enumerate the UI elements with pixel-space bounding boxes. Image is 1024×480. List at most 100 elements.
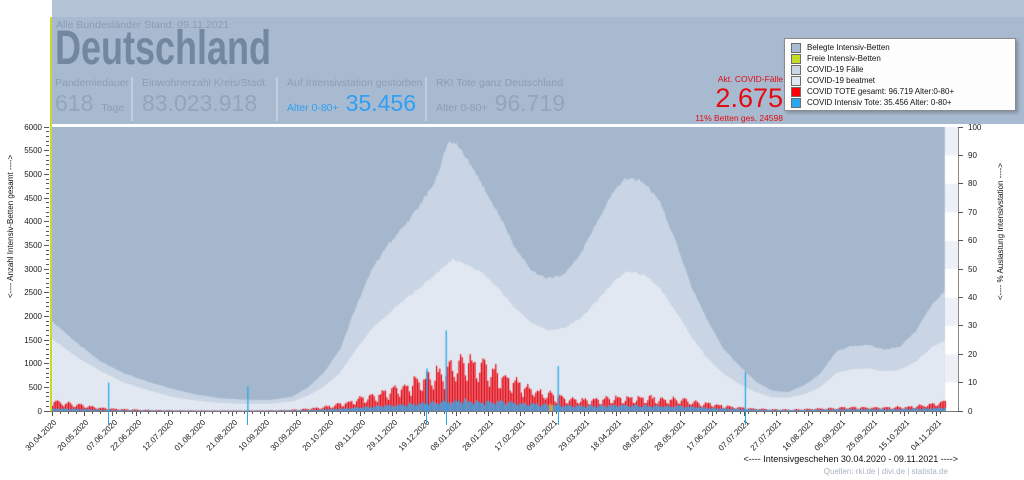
legend-swatch xyxy=(791,86,801,97)
legend-label: COVID-19 beatmet xyxy=(807,76,876,85)
x-axis-minor-tick xyxy=(611,412,613,414)
x-axis-minor-tick xyxy=(571,412,573,414)
left-axis-tick xyxy=(44,221,49,223)
x-axis-minor-tick xyxy=(115,412,117,414)
x-axis-minor-tick xyxy=(547,412,549,414)
x-axis-minor-tick xyxy=(659,412,661,414)
x-axis-minor-tick xyxy=(587,412,589,414)
legend-label: COVID Intensiv Tote: 35.456 Alter: 0-80+ xyxy=(807,98,952,107)
x-axis-minor-tick xyxy=(827,412,829,414)
x-axis-minor-tick xyxy=(939,412,941,414)
right-axis-title: <---- % Auslastung Intensivstation ----> xyxy=(996,163,1005,300)
left-axis-tick xyxy=(46,183,49,185)
freie-betten-edge-line xyxy=(50,17,52,411)
x-axis-tick xyxy=(712,412,714,416)
x-axis-minor-tick xyxy=(379,412,381,414)
x-axis-minor-tick xyxy=(715,412,717,414)
right-axis-label: 40 xyxy=(968,292,977,302)
right-axis-label: 20 xyxy=(968,349,977,359)
x-axis-minor-tick xyxy=(315,412,317,414)
left-axis-label: 4500 xyxy=(24,193,42,203)
x-axis-minor-tick xyxy=(99,412,101,414)
left-axis-tick xyxy=(46,320,49,322)
legend-item-5[interactable]: COVID Intensiv Tote: 35.456 Alter: 0-80+ xyxy=(785,97,1015,108)
x-axis-minor-tick xyxy=(163,412,165,414)
legend-swatch xyxy=(791,75,801,86)
x-axis-minor-tick xyxy=(515,412,517,414)
x-axis-tick xyxy=(392,412,394,416)
x-axis-minor-tick xyxy=(259,412,261,414)
left-axis-label: 5500 xyxy=(24,146,42,156)
x-axis-minor-tick xyxy=(859,412,861,414)
x-axis-minor-tick xyxy=(387,412,389,414)
x-axis-minor-tick xyxy=(411,412,413,414)
stat-label: Pandemiedauer xyxy=(55,77,130,89)
x-axis-minor-tick xyxy=(59,412,61,414)
x-axis-minor-tick xyxy=(851,412,853,414)
legend-item-4[interactable]: COVID TOTE gesamt: 96.719 Alter:0-80+ xyxy=(785,86,1015,97)
left-axis-tick xyxy=(46,358,49,360)
x-axis-tick xyxy=(648,412,650,416)
left-axis-label: 1000 xyxy=(24,359,42,369)
chart-plot[interactable] xyxy=(50,127,958,411)
legend-item-2[interactable]: COVID-19 Fälle xyxy=(785,64,1015,75)
blue-spike-tail xyxy=(426,411,428,425)
left-axis-tick xyxy=(46,211,49,213)
legend-item-1[interactable]: Freie Intensiv-Betten xyxy=(785,53,1015,64)
x-axis-minor-tick xyxy=(787,412,789,414)
left-axis-tick xyxy=(44,363,49,365)
right-axis-label: 100 xyxy=(968,122,982,132)
x-axis-minor-tick xyxy=(131,412,133,414)
x-axis-tick xyxy=(360,412,362,416)
left-axis-title: <---- Anzahl Intensiv-Betten gesamt ----… xyxy=(6,154,15,298)
right-axis-tick xyxy=(958,353,963,355)
x-axis-minor-tick xyxy=(467,412,469,414)
left-axis-tick xyxy=(44,197,49,199)
x-axis-minor-tick xyxy=(347,412,349,414)
x-axis-minor-tick xyxy=(395,412,397,414)
x-axis-minor-tick xyxy=(763,412,765,414)
left-axis-tick xyxy=(46,202,49,204)
left-axis-label: 4000 xyxy=(24,217,42,227)
x-axis-minor-tick xyxy=(555,412,557,414)
x-axis-tick xyxy=(872,412,874,416)
x-axis-tick xyxy=(112,412,114,416)
left-axis-label: 2500 xyxy=(24,288,42,298)
x-axis-minor-tick xyxy=(891,412,893,414)
left-axis-label: 2000 xyxy=(24,311,42,321)
legend-item-3[interactable]: COVID-19 beatmet xyxy=(785,75,1015,86)
left-axis-tick xyxy=(46,131,49,133)
x-axis-minor-tick xyxy=(419,412,421,414)
x-axis-minor-tick xyxy=(899,412,901,414)
stat-value: 35.456 xyxy=(345,90,417,116)
stat-age-prefix: Alter 0-80+ xyxy=(287,102,339,114)
left-axis-tick xyxy=(46,263,49,265)
right-axis-tick xyxy=(958,296,963,298)
left-axis-tick xyxy=(46,372,49,374)
x-axis-minor-tick xyxy=(907,412,909,414)
x-axis-minor-tick xyxy=(67,412,69,414)
x-axis-minor-tick xyxy=(155,412,157,414)
legend-swatch xyxy=(791,53,801,64)
x-axis-tick xyxy=(136,412,138,416)
left-axis-tick xyxy=(46,136,49,137)
legend-item-0[interactable]: Belegte Intensiv-Betten xyxy=(785,42,1015,53)
left-axis-tick xyxy=(46,330,49,331)
x-axis-tick xyxy=(488,412,490,416)
legend-swatch xyxy=(791,42,801,53)
right-axis-label: 0 xyxy=(968,406,973,416)
x-axis-minor-tick xyxy=(731,412,733,414)
left-axis-tick xyxy=(46,159,49,161)
x-range-caption: <---- Intensivgeschehen 30.04.2020 - 09.… xyxy=(743,454,958,464)
x-axis-minor-tick xyxy=(75,412,77,414)
left-axis-tick xyxy=(46,391,49,393)
left-axis-tick xyxy=(46,282,49,284)
left-axis-tick xyxy=(46,225,49,227)
left-axis-tick xyxy=(46,377,49,379)
x-axis-minor-tick xyxy=(579,412,581,414)
left-axis-tick xyxy=(46,235,49,237)
x-axis-minor-tick xyxy=(499,412,501,414)
x-axis-tick xyxy=(680,412,682,416)
left-axis-tick xyxy=(46,278,49,279)
